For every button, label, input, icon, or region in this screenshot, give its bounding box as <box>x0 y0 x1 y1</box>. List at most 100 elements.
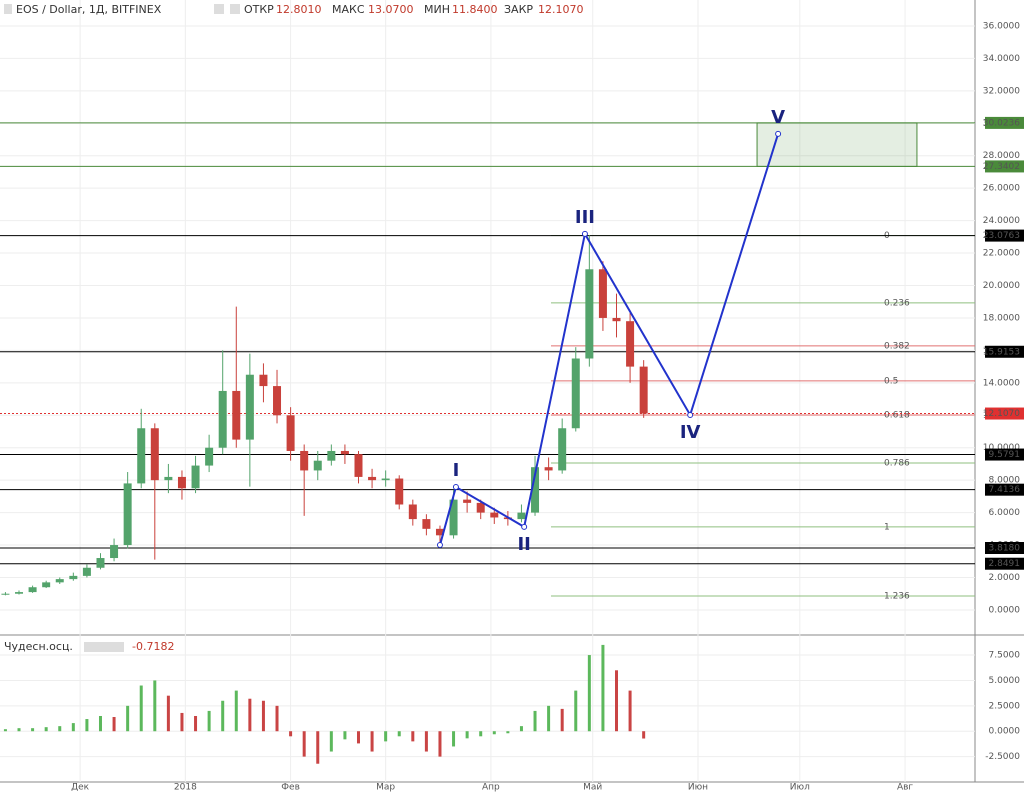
osc-bar <box>574 690 578 732</box>
y-tick-label: 14.0000 <box>983 378 1020 388</box>
osc-bar <box>153 680 157 732</box>
candle-body <box>340 450 349 455</box>
fib-label: 1 <box>884 522 890 532</box>
open-value: 12.8010 <box>276 3 322 16</box>
target-box <box>756 122 918 167</box>
icon[interactable] <box>4 4 12 14</box>
wave-label: I <box>453 460 460 481</box>
level-label: 27.3402 <box>983 162 1020 172</box>
candle-body <box>408 504 417 520</box>
candle-body <box>123 483 132 546</box>
y-tick-label: 28.0000 <box>983 151 1020 161</box>
close-value: 12.1070 <box>538 3 584 16</box>
osc-bar <box>221 700 225 732</box>
level-tag <box>985 116 1024 129</box>
candle-body <box>232 390 241 440</box>
icon[interactable] <box>230 4 240 14</box>
osc-bar <box>343 731 347 740</box>
osc-bar <box>642 731 646 739</box>
wave-label: II <box>517 534 530 555</box>
osc-bar <box>329 731 333 752</box>
x-tick-label: Июн <box>688 783 708 792</box>
osc-bar <box>275 705 279 732</box>
osc-bar <box>261 700 265 732</box>
candle-body <box>1 593 10 595</box>
osc-bar <box>438 731 442 757</box>
level-label: 9.5791 <box>989 450 1021 460</box>
symbol: EOS / Dollar, 1Д, BITFINEX <box>16 3 162 16</box>
close-label: ЗАКР <box>504 3 533 16</box>
level-tag <box>985 557 1024 570</box>
fib-label: 0.382 <box>884 341 910 351</box>
candle-body <box>69 575 78 580</box>
candle-body <box>218 390 227 448</box>
level-label: 7.4136 <box>989 485 1021 495</box>
osc-bar <box>370 731 374 752</box>
candle-body <box>177 476 186 489</box>
osc-bar <box>3 729 7 732</box>
level-tag <box>985 160 1024 173</box>
osc-bar <box>166 695 170 732</box>
wave-point <box>775 130 782 137</box>
candle-body <box>273 386 282 416</box>
level-label: 2.8491 <box>989 559 1021 569</box>
level-label: 3.8180 <box>989 544 1021 554</box>
x-tick-label: 2018 <box>174 783 197 792</box>
level-label: 12.1070 <box>983 409 1020 419</box>
y-tick-label: 2.5000 <box>989 701 1021 711</box>
candle-body <box>544 467 553 471</box>
x-tick-label: Июл <box>790 783 810 792</box>
y-tick-label: 0.0000 <box>989 727 1021 737</box>
y-tick-label: 26.0000 <box>983 184 1020 194</box>
level-label: 23.0763 <box>983 231 1020 241</box>
level-tag <box>985 542 1024 555</box>
icons[interactable] <box>84 642 124 652</box>
osc-bar <box>85 719 89 732</box>
candle-body <box>422 519 431 529</box>
candle-body <box>327 450 336 461</box>
candle-body <box>558 428 567 471</box>
osc-bar <box>424 731 428 752</box>
x-tick-label: Мар <box>376 783 395 792</box>
candle-body <box>110 545 119 559</box>
x-tick-label: Дек <box>71 783 90 792</box>
candle-body <box>571 358 580 429</box>
osc-bar <box>506 731 510 734</box>
x-tick-label: Май <box>583 783 602 792</box>
candle-body <box>286 415 295 451</box>
y-tick-label: -2.5000 <box>985 752 1020 762</box>
icon[interactable] <box>214 4 224 14</box>
candle-body <box>598 269 607 318</box>
x-tick-label: Апр <box>482 783 500 792</box>
y-tick-label: 10.0000 <box>983 443 1020 453</box>
candle-body <box>42 582 51 588</box>
candle-body <box>150 428 159 481</box>
candle-body <box>435 528 444 536</box>
osc-bar <box>492 731 496 735</box>
candle-body <box>15 592 24 594</box>
candle-body <box>476 502 485 513</box>
y-tick-label: 6.0000 <box>989 508 1021 518</box>
candle-body <box>82 567 91 576</box>
candle-body <box>368 476 377 481</box>
candle-body <box>490 512 499 518</box>
y-tick-label: 34.0000 <box>983 54 1020 64</box>
osc-bar <box>356 731 360 744</box>
wave-label: V <box>771 107 785 128</box>
x-tick-label: Фев <box>281 783 300 792</box>
wave-line <box>439 133 780 546</box>
candle-body <box>164 476 173 481</box>
candle-body <box>245 374 254 440</box>
x-tick-label: Авг <box>897 783 913 792</box>
candle-body <box>381 478 390 481</box>
wave-label: III <box>575 207 595 228</box>
level-tag <box>985 229 1024 242</box>
candle-body <box>313 460 322 471</box>
y-tick-label: 24.0000 <box>983 216 1020 226</box>
wave-point <box>452 483 459 490</box>
osc-bar <box>289 731 293 737</box>
level-label: 15.9153 <box>983 347 1020 357</box>
candle-body <box>626 321 635 367</box>
